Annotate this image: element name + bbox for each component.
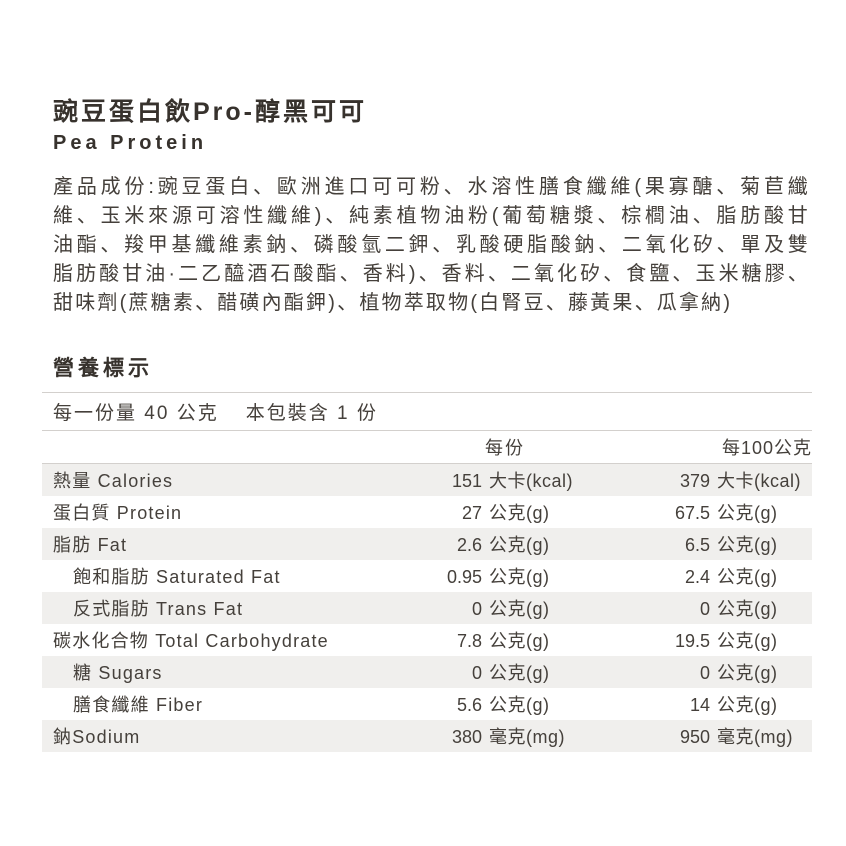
unit: 公克(g) — [489, 663, 550, 683]
nutrition-row-carbohydrate: 碳水化合物 Total Carbohydrate 7.8 公克(g) 19.5 公克… — [42, 624, 812, 656]
row-label: 脂肪 Fat — [53, 535, 128, 555]
value: 67.5 — [674, 503, 710, 523]
per-serving-cell: 151 大卡(kcal) — [350, 467, 580, 493]
ingredients-line-1: 產品成份:豌豆蛋白、歐洲進口可可粉、水溶性膳食纖維(果寡醣、菊苣纖 — [53, 176, 810, 198]
value: 27 — [461, 503, 482, 523]
column-header-per-100g: 每100公克 — [721, 438, 812, 458]
serving-info-row: 每一份量 40 公克 本包裝含 1 份 — [42, 392, 812, 431]
unit: 公克(g) — [489, 695, 550, 715]
unit: 公克(g) — [489, 599, 550, 619]
per-100g-cell: 19.5 公克(g) — [580, 627, 812, 653]
nutrition-row-sodium: 鈉Sodium 380 毫克(mg) 950 毫克(mg) — [42, 720, 812, 752]
row-label: 熱量 Calories — [53, 471, 174, 491]
row-label: 鈉Sodium — [53, 727, 141, 747]
value: 6.5 — [684, 535, 710, 555]
value: 0 — [471, 599, 482, 619]
value: 380 — [451, 727, 482, 747]
value: 14 — [689, 695, 710, 715]
value: 2.4 — [684, 567, 710, 587]
ingredients-paragraph: 產品成份:豌豆蛋白、歐洲進口可可粉、水溶性膳食纖維(果寡醣、菊苣纖 維、玉米來源… — [42, 173, 812, 318]
unit: 公克(g) — [489, 631, 550, 651]
nutrition-facts-title: 營養標示 — [53, 357, 153, 380]
per-serving-cell: 27 公克(g) — [350, 499, 580, 525]
label-content: 豌豆蛋白飲Pro-醇黑可可 Pea Protein 產品成份:豌豆蛋白、歐洲進口… — [42, 0, 812, 752]
per-serving-cell: 0 公克(g) — [350, 595, 580, 621]
product-title-en: Pea Protein — [53, 132, 208, 154]
per-serving-cell: 0 公克(g) — [350, 659, 580, 685]
value: 0 — [699, 599, 710, 619]
value: 151 — [451, 471, 482, 491]
nutrition-row-trans-fat: 反式脂肪 Trans Fat 0 公克(g) 0 公克(g) — [42, 592, 812, 624]
unit: 公克(g) — [489, 535, 550, 555]
per-100g-cell: 0 公克(g) — [580, 595, 812, 621]
per-serving-cell: 380 毫克(mg) — [350, 723, 580, 749]
nutrition-table-header-row: 每份 每100公克 — [42, 431, 812, 464]
per-100g-cell: 379 大卡(kcal) — [580, 467, 812, 493]
per-serving-cell: 2.6 公克(g) — [350, 531, 580, 557]
value: 950 — [679, 727, 710, 747]
ingredients-line-5: 甜味劑(蔗糖素、醋磺內酯鉀)、植物萃取物(白腎豆、藤黃果、瓜拿納) — [53, 292, 733, 314]
per-100g-cell: 0 公克(g) — [580, 659, 812, 685]
nutrition-row-fiber: 膳食纖維 Fiber 5.6 公克(g) 14 公克(g) — [42, 688, 812, 720]
ingredients-line-2: 維、玉米來源可溶性纖維)、純素植物油粉(葡萄糖漿、棕櫚油、脂肪酸甘 — [53, 205, 810, 227]
unit: 公克(g) — [717, 663, 778, 683]
unit: 大卡(kcal) — [489, 471, 573, 491]
value: 19.5 — [674, 631, 710, 651]
nutrition-row-calories: 熱量 Calories 151 大卡(kcal) 379 大卡(kcal) — [42, 464, 812, 496]
value: 0 — [699, 663, 710, 683]
package-count-text: 本包裝含 1 份 — [245, 403, 378, 424]
value: 0.95 — [446, 567, 482, 587]
unit: 公克(g) — [717, 695, 778, 715]
row-label: 膳食纖維 Fiber — [73, 695, 204, 715]
nutrition-row-protein: 蛋白質 Protein 27 公克(g) 67.5 公克(g) — [42, 496, 812, 528]
unit: 公克(g) — [717, 599, 778, 619]
value: 0 — [471, 663, 482, 683]
row-label: 蛋白質 Protein — [53, 503, 183, 523]
per-serving-cell: 0.95 公克(g) — [350, 563, 580, 589]
row-label: 碳水化合物 Total Carbohydrate — [53, 631, 329, 651]
ingredients-line-4: 脂肪酸甘油·二乙醯酒石酸酯、香料)、香料、二氧化矽、食鹽、玉米糖膠、 — [53, 263, 810, 285]
unit: 公克(g) — [717, 535, 778, 555]
unit: 公克(g) — [717, 631, 778, 651]
column-header-per-serving: 每份 — [485, 438, 525, 458]
per-serving-cell: 5.6 公克(g) — [350, 691, 580, 717]
value: 5.6 — [456, 695, 482, 715]
unit: 公克(g) — [489, 567, 550, 587]
row-label: 糖 Sugars — [73, 663, 163, 683]
row-label: 反式脂肪 Trans Fat — [73, 599, 244, 619]
row-label: 飽和脂肪 Saturated Fat — [73, 567, 281, 587]
per-100g-cell: 2.4 公克(g) — [580, 563, 812, 589]
unit: 毫克(mg) — [489, 727, 565, 747]
unit: 公克(g) — [717, 567, 778, 587]
serving-size-text: 每一份量 40 公克 — [53, 403, 219, 424]
value: 379 — [679, 471, 710, 491]
unit: 毫克(mg) — [717, 727, 793, 747]
nutrition-row-fat: 脂肪 Fat 2.6 公克(g) 6.5 公克(g) — [42, 528, 812, 560]
nutrition-row-sugars: 糖 Sugars 0 公克(g) 0 公克(g) — [42, 656, 812, 688]
per-100g-cell: 67.5 公克(g) — [580, 499, 812, 525]
unit: 大卡(kcal) — [717, 471, 801, 491]
product-title-zh: 豌豆蛋白飲Pro-醇黑可可 — [53, 98, 368, 126]
per-100g-cell: 14 公克(g) — [580, 691, 812, 717]
nutrition-row-saturated-fat: 飽和脂肪 Saturated Fat 0.95 公克(g) 2.4 公克(g) — [42, 560, 812, 592]
value: 7.8 — [456, 631, 482, 651]
value: 2.6 — [456, 535, 482, 555]
per-100g-cell: 6.5 公克(g) — [580, 531, 812, 557]
per-serving-cell: 7.8 公克(g) — [350, 627, 580, 653]
ingredients-line-3: 油酯、羧甲基纖維素鈉、磷酸氫二鉀、乳酸硬脂酸鈉、二氧化矽、單及雙 — [53, 234, 810, 256]
unit: 公克(g) — [489, 503, 550, 523]
unit: 公克(g) — [717, 503, 778, 523]
per-100g-cell: 950 毫克(mg) — [580, 723, 812, 749]
